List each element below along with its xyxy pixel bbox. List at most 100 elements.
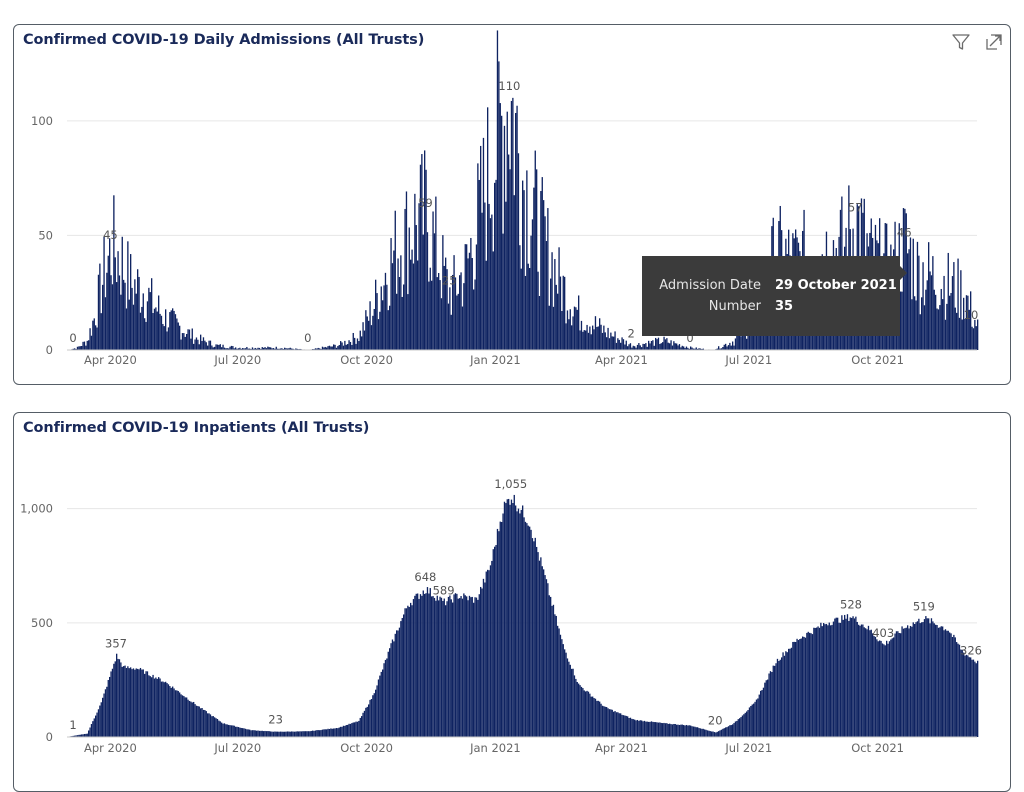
data-bar[interactable] — [102, 698, 103, 737]
data-bar[interactable] — [780, 660, 781, 737]
data-bar[interactable] — [773, 666, 774, 737]
data-bar[interactable] — [925, 290, 926, 350]
data-bar[interactable] — [322, 730, 323, 737]
data-bar[interactable] — [325, 729, 326, 737]
data-bar[interactable] — [593, 329, 594, 350]
data-bar[interactable] — [456, 296, 457, 350]
data-bar[interactable] — [752, 705, 753, 737]
data-bar[interactable] — [680, 725, 681, 737]
data-bar[interactable] — [584, 330, 585, 350]
data-bar[interactable] — [368, 704, 369, 737]
data-bar[interactable] — [670, 724, 671, 737]
data-bar[interactable] — [451, 315, 452, 350]
data-bar[interactable] — [487, 570, 488, 737]
data-bar[interactable] — [420, 165, 421, 350]
data-bar[interactable] — [662, 723, 663, 737]
data-bar[interactable] — [563, 276, 564, 350]
data-bar[interactable] — [476, 244, 477, 350]
data-bar[interactable] — [231, 346, 232, 350]
data-bar[interactable] — [326, 729, 327, 737]
data-bar[interactable] — [495, 180, 496, 350]
data-bar[interactable] — [333, 729, 334, 737]
data-bar[interactable] — [204, 341, 205, 350]
data-bar[interactable] — [193, 344, 194, 350]
data-bar[interactable] — [493, 549, 494, 737]
data-bar[interactable] — [707, 730, 708, 737]
data-bar[interactable] — [200, 335, 201, 350]
data-bar[interactable] — [626, 341, 627, 350]
data-bar[interactable] — [337, 728, 338, 737]
data-bar[interactable] — [200, 708, 201, 737]
data-bar[interactable] — [494, 547, 495, 737]
data-bar[interactable] — [777, 659, 778, 737]
data-bar[interactable] — [434, 233, 435, 350]
data-bar[interactable] — [872, 633, 873, 737]
data-bar[interactable] — [147, 671, 148, 737]
data-bar[interactable] — [504, 126, 505, 350]
data-bar[interactable] — [260, 731, 261, 737]
data-bar[interactable] — [915, 622, 916, 737]
data-bar[interactable] — [327, 346, 328, 350]
data-bar[interactable] — [600, 704, 601, 737]
data-bar[interactable] — [232, 346, 233, 350]
data-bar[interactable] — [155, 678, 156, 737]
data-bar[interactable] — [301, 731, 302, 737]
data-bar[interactable] — [333, 344, 334, 350]
data-bar[interactable] — [712, 732, 713, 737]
data-bar[interactable] — [304, 731, 305, 737]
data-bar[interactable] — [465, 244, 466, 350]
data-bar[interactable] — [179, 326, 180, 350]
data-bar[interactable] — [676, 344, 677, 351]
data-bar[interactable] — [913, 622, 914, 737]
data-bar[interactable] — [638, 343, 639, 350]
data-bar[interactable] — [453, 255, 454, 350]
data-bar[interactable] — [432, 211, 433, 350]
data-bar[interactable] — [526, 523, 527, 737]
data-bar[interactable] — [850, 617, 851, 737]
data-bar[interactable] — [217, 719, 218, 737]
data-bar[interactable] — [130, 254, 131, 350]
data-bar[interactable] — [915, 300, 916, 350]
data-bar[interactable] — [936, 309, 937, 350]
data-bar[interactable] — [480, 146, 481, 350]
data-bar[interactable] — [973, 660, 974, 737]
data-bar[interactable] — [669, 724, 670, 737]
data-bar[interactable] — [500, 522, 501, 737]
data-bar[interactable] — [718, 346, 719, 350]
data-bar[interactable] — [950, 293, 951, 350]
data-bar[interactable] — [375, 690, 376, 737]
data-bar[interactable] — [462, 307, 463, 350]
data-bar[interactable] — [283, 732, 284, 737]
data-bar[interactable] — [277, 732, 278, 737]
data-bar[interactable] — [903, 629, 904, 737]
data-bar[interactable] — [249, 730, 250, 737]
data-bar[interactable] — [834, 619, 835, 737]
data-bar[interactable] — [340, 341, 341, 350]
data-bar[interactable] — [448, 304, 449, 350]
data-bar[interactable] — [732, 341, 733, 350]
data-bar[interactable] — [385, 660, 386, 737]
data-bar[interactable] — [418, 599, 419, 737]
data-bar[interactable] — [291, 731, 292, 737]
data-bar[interactable] — [677, 345, 678, 350]
data-bar[interactable] — [112, 669, 113, 737]
data-bar[interactable] — [729, 343, 730, 350]
data-bar[interactable] — [238, 727, 239, 737]
data-bar[interactable] — [921, 297, 922, 350]
data-bar[interactable] — [330, 728, 331, 737]
data-bar[interactable] — [245, 729, 246, 737]
data-bar[interactable] — [817, 626, 818, 737]
data-bar[interactable] — [396, 630, 397, 737]
data-bar[interactable] — [95, 716, 96, 737]
data-bar[interactable] — [502, 234, 503, 350]
data-bar[interactable] — [381, 286, 382, 350]
data-bar[interactable] — [977, 661, 978, 737]
data-bar[interactable] — [403, 284, 404, 350]
data-bar[interactable] — [136, 668, 137, 737]
data-bar[interactable] — [747, 710, 748, 737]
data-bar[interactable] — [393, 641, 394, 737]
data-bar[interactable] — [584, 690, 585, 737]
data-bar[interactable] — [206, 342, 207, 350]
data-bar[interactable] — [235, 727, 236, 737]
data-bar[interactable] — [105, 689, 106, 737]
